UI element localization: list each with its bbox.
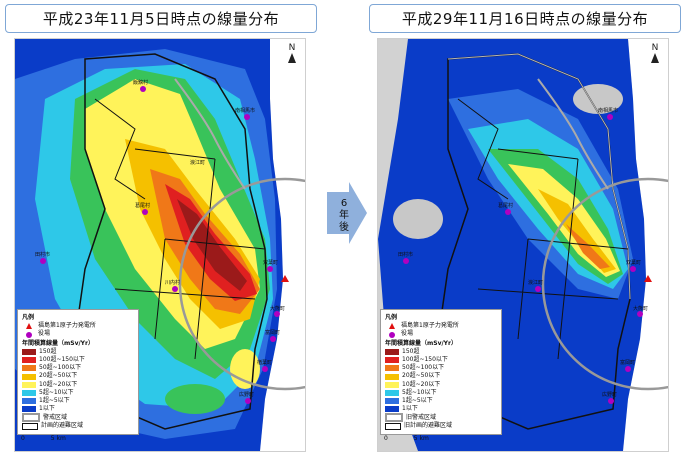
scale-label: 5 km [413, 435, 429, 442]
title-right-text: 平成29年11月16日時点の線量分布 [401, 10, 649, 28]
town-label: 浪江町 [528, 280, 544, 286]
legend-office: 役場 [385, 330, 497, 338]
town-label: 広野町 [602, 392, 618, 398]
town-label: 南相馬市 [598, 108, 619, 114]
plant-icon [389, 323, 395, 330]
legend-heading: 凡例 [22, 314, 35, 321]
town-label: 大熊町 [633, 306, 649, 312]
legend-zone: 旧計画的避難区域 [385, 422, 497, 431]
town-label: 南相馬市 [235, 108, 256, 114]
legend-zone: 旧警戒区域 [385, 413, 497, 423]
map-2011: 飯舘村 南相馬市 葛尾村 田村市 双葉町 大熊町 富岡町 楢葉町 広野町 川内村… [14, 38, 306, 452]
town-label: 大熊町 [270, 306, 286, 312]
north-arrow-icon: N [648, 43, 662, 63]
office-icon [26, 331, 32, 338]
plant-icon [26, 323, 32, 330]
legend-plant-label: 福島第1原子力発電所 [401, 322, 459, 330]
town-label: 双葉町 [263, 260, 279, 266]
legend-plant: 福島第1原子力発電所 [385, 322, 497, 330]
legend-zone: 計画的避難区域 [22, 422, 134, 431]
north-label: N [651, 43, 659, 53]
legend-class: 10超~20以下 [385, 381, 497, 389]
town-label: 葛尾村 [135, 203, 151, 209]
legend-office: 役場 [22, 330, 134, 338]
legend-dose-title: 年間積算線量（mSv/Yr） [22, 339, 94, 347]
town-label: 富岡町 [265, 330, 281, 336]
arrow-label: 6 年 後 [339, 198, 349, 233]
scale-bar-2011: 0 5 km [21, 435, 66, 442]
town-label: 富岡町 [620, 360, 636, 366]
legend-class: 5超~10以下 [385, 389, 497, 397]
town-label: 双葉町 [626, 260, 642, 266]
town-label: 田村市 [398, 252, 414, 258]
legend-class: 100超~150以下 [22, 356, 134, 364]
north-arrow-icon: N [285, 43, 299, 63]
scale-bar-2017: 0 5 km [384, 435, 429, 442]
office-icon [389, 331, 395, 338]
legend-class: 1以下 [385, 405, 497, 413]
legend-class: 50超~100以下 [22, 364, 134, 372]
legend-class: 20超~50以下 [22, 372, 134, 380]
legend-class: 100超~150以下 [385, 356, 497, 364]
map-2017: 南相馬市 葛尾村 田村市 双葉町 大熊町 富岡町 広野町 浪江町 N 凡例 福島… [377, 38, 669, 452]
legend-class: 10超~20以下 [22, 381, 134, 389]
legend-class: 1超~5以下 [385, 397, 497, 405]
town-label: 葛尾村 [498, 203, 514, 209]
town-label: 川内村 [165, 280, 181, 286]
legend-zone: 警戒区域 [22, 413, 134, 423]
legend-class: 5超~10以下 [22, 389, 134, 397]
legend-class: 150超 [385, 348, 497, 356]
title-right: 平成29年11月16日時点の線量分布 [369, 4, 681, 33]
legend-heading: 凡例 [385, 314, 398, 321]
legend-plant: 福島第1原子力発電所 [22, 322, 134, 330]
legend-class: 50超~100以下 [385, 364, 497, 372]
town-label: 浪江町 [190, 160, 206, 166]
legend-office-label: 役場 [401, 330, 414, 338]
legend-office-label: 役場 [38, 330, 51, 338]
legend-class: 1以下 [22, 405, 134, 413]
town-label: 楢葉町 [257, 360, 273, 366]
north-label: N [288, 43, 296, 53]
town-label: 飯舘村 [133, 80, 149, 86]
title-left-text: 平成23年11月5日時点の線量分布 [42, 10, 280, 28]
legend-plant-label: 福島第1原子力発電所 [38, 322, 96, 330]
town-label: 田村市 [35, 252, 51, 258]
scale-zero: 0 [384, 435, 388, 442]
title-left: 平成23年11月5日時点の線量分布 [5, 4, 317, 33]
legend-class: 1超~5以下 [22, 397, 134, 405]
legend-class: 20超~50以下 [385, 372, 497, 380]
legend-2017: 凡例 福島第1原子力発電所 役場 年間積算線量（mSv/Yr） 150超 100… [380, 309, 502, 435]
legend-class: 150超 [22, 348, 134, 356]
arrow-right-icon [327, 182, 367, 244]
scale-label: 5 km [50, 435, 66, 442]
legend-dose-title: 年間積算線量（mSv/Yr） [385, 339, 457, 347]
legend-2011: 凡例 福島第1原子力発電所 役場 年間積算線量（mSv/Yr） 150超 100… [17, 309, 139, 435]
scale-zero: 0 [21, 435, 25, 442]
town-label: 広野町 [239, 392, 255, 398]
